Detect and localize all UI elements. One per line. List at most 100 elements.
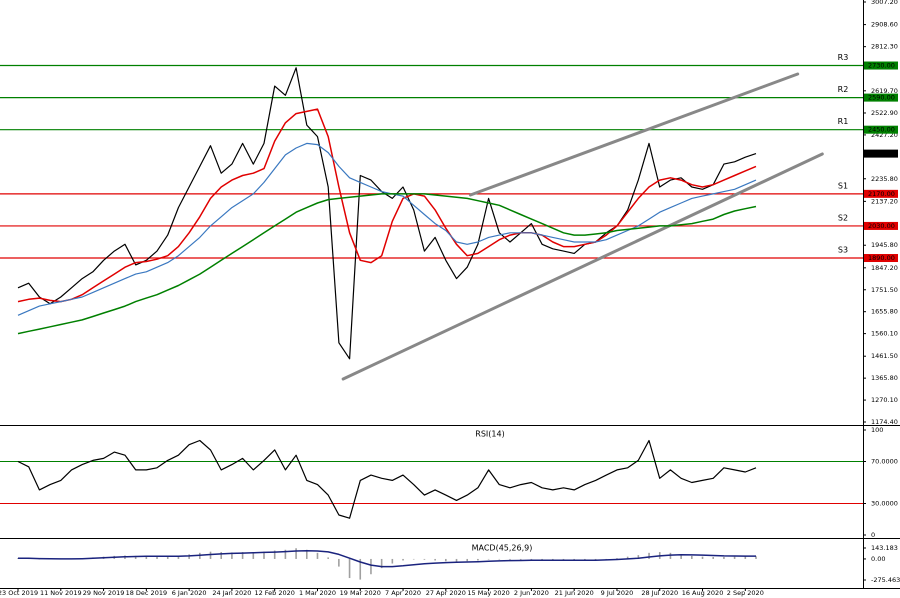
histogram-bar bbox=[680, 554, 682, 559]
histogram-bar bbox=[252, 552, 255, 559]
level-name: S3 bbox=[838, 246, 848, 255]
level-box bbox=[864, 61, 898, 70]
histogram-bar bbox=[134, 555, 137, 559]
x-tick-label: 6 Jan 2020 bbox=[172, 589, 207, 597]
level-box bbox=[864, 189, 898, 198]
rsi-title: RSI(14) bbox=[475, 430, 504, 439]
series-line bbox=[17, 549, 756, 568]
x-tick-label: 21 Jun 2020 bbox=[555, 589, 594, 597]
histogram-bar bbox=[626, 556, 629, 559]
level-label: 2030.00 bbox=[868, 222, 895, 230]
histogram-bar bbox=[701, 556, 704, 559]
y-tick-label: 1655.80 bbox=[871, 308, 898, 316]
level-box bbox=[864, 125, 898, 134]
level-box bbox=[864, 221, 898, 230]
last-price-box bbox=[864, 149, 898, 158]
y-tick-label: 30.0000 bbox=[871, 500, 898, 508]
histogram-bar bbox=[295, 548, 297, 559]
x-tick-label: 28 Jul 2020 bbox=[641, 589, 678, 597]
y-tick-label: 1751.50 bbox=[871, 286, 898, 294]
histogram-bar bbox=[220, 552, 223, 559]
histogram-bar bbox=[338, 558, 340, 567]
histogram-bar bbox=[316, 552, 319, 559]
y-tick-label: 1847.20 bbox=[871, 264, 898, 272]
histogram-bar bbox=[402, 558, 404, 561]
histogram-bar bbox=[177, 555, 180, 559]
histogram-bar bbox=[744, 556, 747, 559]
level-name: R3 bbox=[838, 53, 849, 62]
histogram-bar bbox=[498, 558, 501, 560]
histogram-bar bbox=[487, 558, 490, 560]
x-tick-label: 24 Jan 2020 bbox=[212, 589, 251, 597]
histogram-bar bbox=[637, 555, 640, 559]
y-tick-label: 2427.20 bbox=[871, 131, 898, 139]
series-line bbox=[17, 108, 757, 303]
histogram-bar bbox=[509, 558, 511, 560]
level-label: 2450.00 bbox=[868, 126, 895, 134]
histogram-bar bbox=[594, 558, 597, 560]
y-tick-label: 100 bbox=[871, 426, 883, 434]
histogram-bar bbox=[327, 557, 329, 559]
y-tick-label: 2235.80 bbox=[871, 175, 898, 183]
level-box bbox=[864, 254, 898, 263]
level-name: R2 bbox=[838, 85, 849, 94]
x-tick-label: 18 Dec 2019 bbox=[126, 589, 168, 597]
level-box bbox=[864, 93, 898, 102]
y-tick-label: 2619.70 bbox=[871, 87, 898, 95]
level-label: 2730.00 bbox=[868, 62, 895, 70]
y-tick-label: 3007.20 bbox=[871, 0, 898, 6]
histogram-bar bbox=[412, 558, 415, 560]
series-line bbox=[17, 439, 757, 519]
y-tick-label: 143.183 bbox=[871, 544, 898, 552]
trend-line bbox=[468, 72, 800, 197]
histogram-bar bbox=[530, 558, 533, 560]
x-tick-label: 23 Oct 2019 bbox=[0, 589, 38, 597]
histogram-bar bbox=[616, 558, 618, 559]
histogram-bar bbox=[669, 552, 672, 559]
y-tick-label: 1461.50 bbox=[871, 352, 898, 360]
y-tick-label: 2812.30 bbox=[871, 43, 898, 51]
histogram-bar bbox=[263, 551, 265, 559]
series-line bbox=[17, 193, 757, 335]
histogram-bar bbox=[733, 556, 736, 559]
histogram-bar bbox=[712, 557, 715, 559]
level-name: S2 bbox=[838, 213, 848, 222]
histogram-bar bbox=[466, 558, 469, 562]
histogram-bar bbox=[455, 558, 458, 562]
histogram-bar bbox=[445, 558, 447, 562]
x-tick-label: 15 May 2020 bbox=[467, 589, 509, 597]
histogram-bar bbox=[145, 556, 148, 559]
histogram-bar bbox=[241, 552, 244, 559]
histogram-bar bbox=[273, 550, 276, 559]
histogram-bar bbox=[209, 551, 212, 559]
level-name: R1 bbox=[838, 117, 849, 126]
x-tick-label: 29 Nov 2019 bbox=[83, 589, 125, 597]
last-price-label: 2345.60 bbox=[868, 150, 895, 158]
level-label: 1890.00 bbox=[868, 254, 895, 262]
histogram-bar bbox=[348, 558, 351, 579]
x-tick-label: 19 Mar 2020 bbox=[340, 589, 381, 597]
histogram-bar bbox=[370, 558, 372, 575]
histogram-bar bbox=[305, 549, 308, 559]
histogram-bar bbox=[648, 552, 650, 559]
x-tick-label: 11 Nov 2019 bbox=[40, 589, 82, 597]
histogram-bar bbox=[541, 558, 543, 560]
histogram-bar bbox=[359, 558, 362, 580]
trend-line bbox=[341, 152, 824, 381]
histogram-bar bbox=[755, 556, 757, 559]
y-tick-label: 0.00 bbox=[871, 555, 885, 563]
y-tick-label: 2522.90 bbox=[871, 109, 898, 117]
x-tick-label: 9 Jul 2020 bbox=[601, 589, 634, 597]
histogram-bar bbox=[166, 556, 169, 559]
y-tick-label: 1945.80 bbox=[871, 241, 898, 249]
level-label: 2170.00 bbox=[868, 190, 895, 198]
y-tick-label: 2908.60 bbox=[871, 21, 898, 29]
x-tick-label: 7 Apr 2020 bbox=[385, 589, 421, 597]
level-label: 2590.00 bbox=[868, 94, 895, 102]
x-tick-label: 1 Mar 2020 bbox=[299, 589, 336, 597]
y-tick-label: 2137.20 bbox=[871, 197, 898, 205]
x-tick-label: 2 Jun 2020 bbox=[514, 589, 549, 597]
histogram-bar bbox=[723, 557, 725, 559]
